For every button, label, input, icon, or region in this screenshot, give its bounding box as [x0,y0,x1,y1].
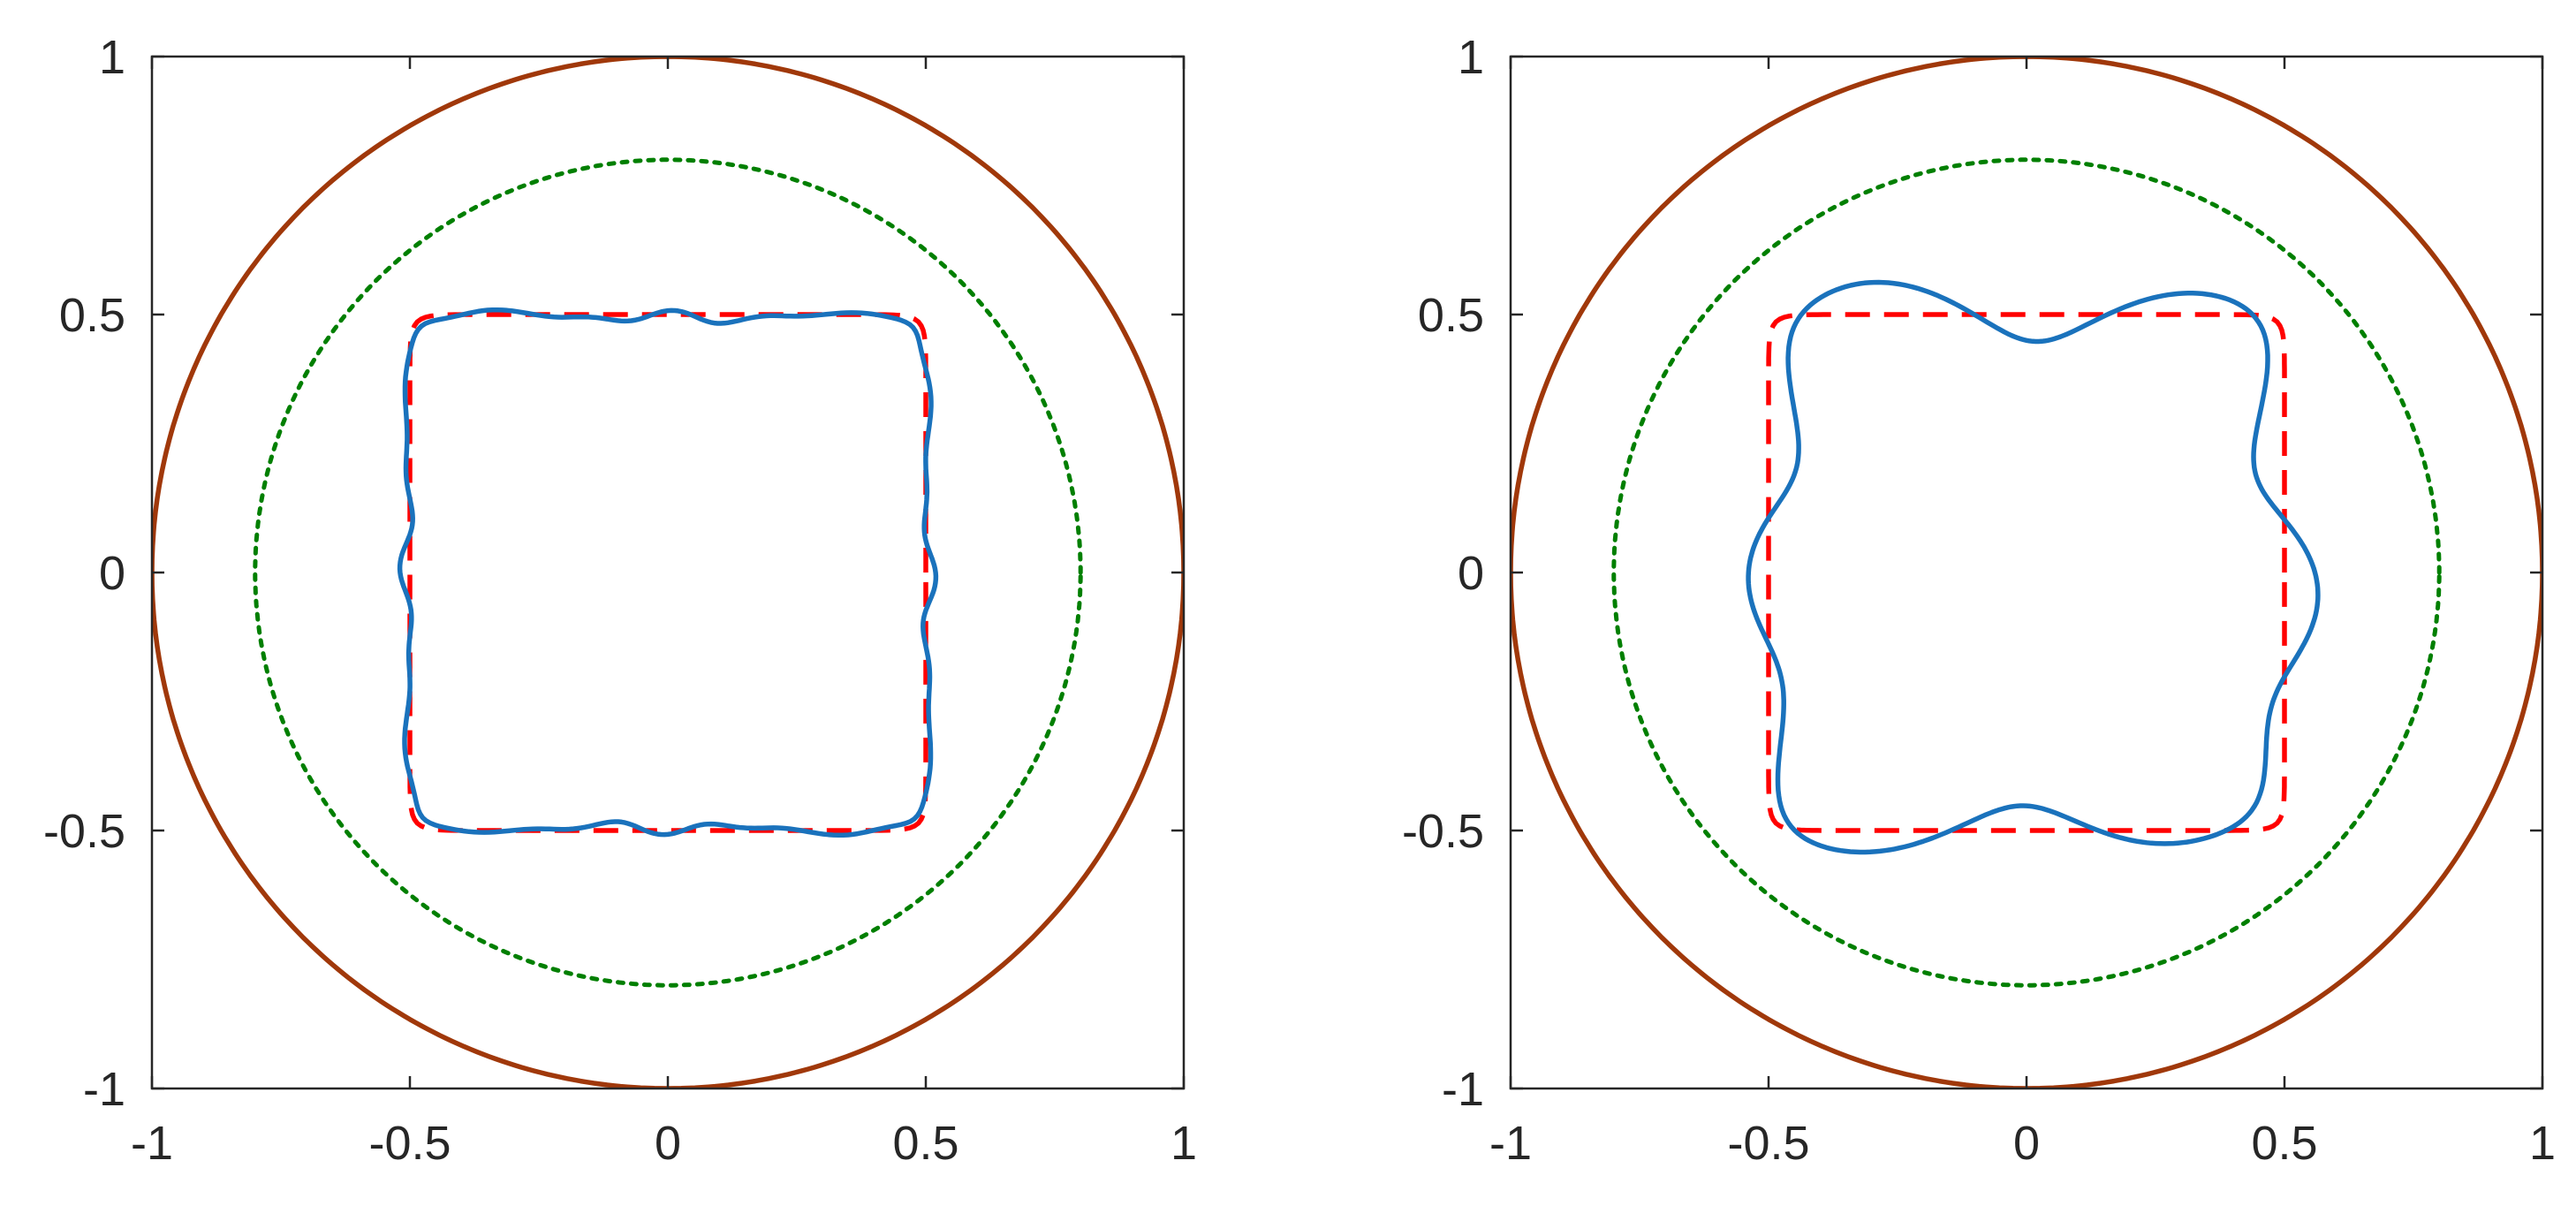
y-tick-label: 1 [99,31,125,84]
x-tick-label: -1 [1489,1117,1532,1170]
dashed-square-series [1766,312,2287,833]
y-tick-label: -1 [1442,1063,1484,1116]
solid-circle-series [152,57,1184,1088]
y-tick-label: -0.5 [43,805,125,858]
x-tick-label: -1 [131,1117,173,1170]
solid-circle-series [1511,57,2542,1088]
right-panel: -1 -0.5 0 0.5 1 1 0.5 0 -0.5 -1 [1402,31,2556,1170]
x-tick-label: -0.5 [368,1117,451,1170]
y-tick-label: 0.5 [1418,289,1484,342]
x-tick-label: 0 [2013,1117,2040,1170]
x-tick-label: 0 [655,1117,681,1170]
x-tick-label: -0.5 [1727,1117,1809,1170]
y-tick-label: 0 [99,547,125,600]
y-tick-label: 1 [1458,31,1484,84]
x-tick-label: 1 [1171,1117,1197,1170]
left-panel: -1 -0.5 0 0.5 1 1 0.5 0 -0.5 -1 [43,31,1197,1170]
y-tick-label: -1 [83,1063,125,1116]
dotted-circle-series [253,157,1083,988]
axes-box [150,55,1186,1090]
y-tick-label: -0.5 [1402,805,1484,858]
y-tick-label: 0 [1458,547,1484,600]
x-tick-label: 0.5 [892,1117,958,1170]
dotted-circle-series [1611,157,2442,988]
y-tick-label: 0.5 [59,289,125,342]
dashed-square-series [407,312,928,833]
solid-contour-series [1746,279,2321,855]
x-tick-label: 1 [2529,1117,2556,1170]
axes-box [1509,55,2544,1090]
solid-contour-series [397,307,939,838]
x-tick-label: 0.5 [2251,1117,2317,1170]
